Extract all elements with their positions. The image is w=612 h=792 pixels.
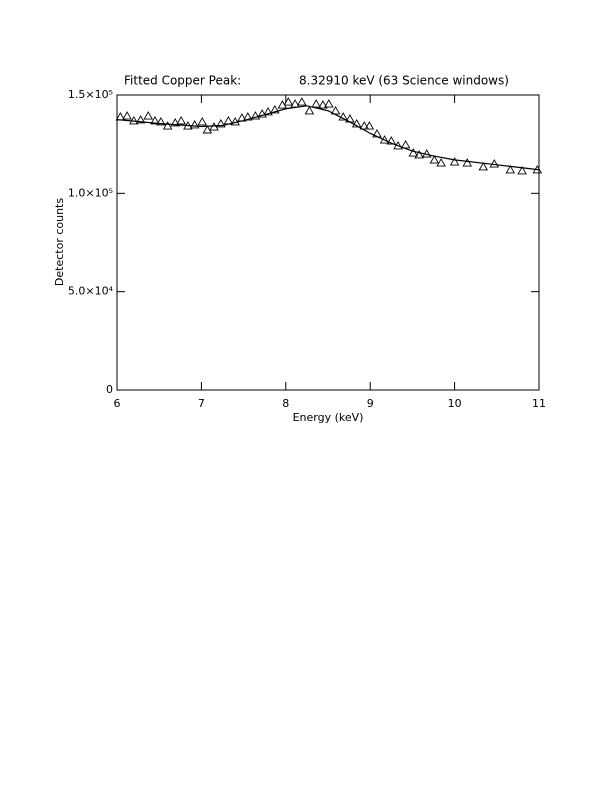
data-point: [162, 121, 173, 130]
data-point: [489, 159, 500, 168]
data-point: [189, 119, 200, 129]
data-point: [135, 115, 146, 124]
data-point: [243, 112, 253, 121]
data-point: [364, 121, 375, 130]
data-point: [122, 111, 132, 120]
data-point: [436, 158, 446, 167]
data-point: [505, 165, 516, 174]
data-point: [338, 112, 348, 121]
data-point: [257, 109, 267, 118]
data-point: [386, 136, 397, 145]
x-tick-label: 7: [198, 397, 205, 410]
data-point: [351, 119, 362, 128]
plot-frame: [116, 94, 540, 391]
data-point: [359, 121, 370, 130]
data-point: [414, 150, 424, 159]
fit-line: [116, 105, 540, 171]
data-point: [150, 116, 160, 125]
data-point: [449, 157, 460, 166]
x-tick-label: 11: [532, 397, 546, 410]
data-point: [197, 117, 208, 126]
data-point: [318, 100, 328, 109]
data-point: [330, 106, 341, 115]
y-axis-label: Detector counts: [53, 198, 66, 286]
data-point: [478, 162, 489, 171]
data-point: [429, 155, 440, 164]
data-point: [270, 105, 280, 114]
data-point: [176, 116, 186, 125]
x-axis-label: Energy (keV): [293, 411, 364, 424]
data-point: [462, 158, 473, 167]
data-point: [250, 111, 261, 120]
data-point: [143, 111, 154, 120]
data-point: [324, 99, 334, 108]
data-point: [297, 97, 307, 106]
x-tick-label: 9: [367, 397, 374, 410]
x-tick-label: 6: [114, 397, 121, 410]
x-tick-label: 10: [448, 397, 462, 410]
chart-title: Fitted Copper Peak:: [124, 74, 241, 88]
y-tick-label: 0: [106, 383, 113, 396]
y-tick-label: 1.5×10⁵: [68, 88, 113, 101]
annotation: 8.32910 keV (63 Science windows): [299, 74, 509, 88]
data-point: [283, 97, 294, 106]
data-point: [170, 118, 181, 127]
data-point: [263, 107, 273, 116]
data-point: [311, 99, 321, 108]
data-point: [408, 148, 419, 157]
data-point: [304, 106, 315, 115]
y-tick-label: 5.0×10⁴: [68, 285, 114, 298]
y-tick-label: 1.0×10⁵: [68, 186, 113, 199]
x-tick-label: 8: [282, 397, 289, 410]
data-point: [202, 125, 213, 134]
data-point: [156, 117, 166, 126]
data-point: [517, 166, 527, 175]
data-point: [216, 119, 226, 128]
